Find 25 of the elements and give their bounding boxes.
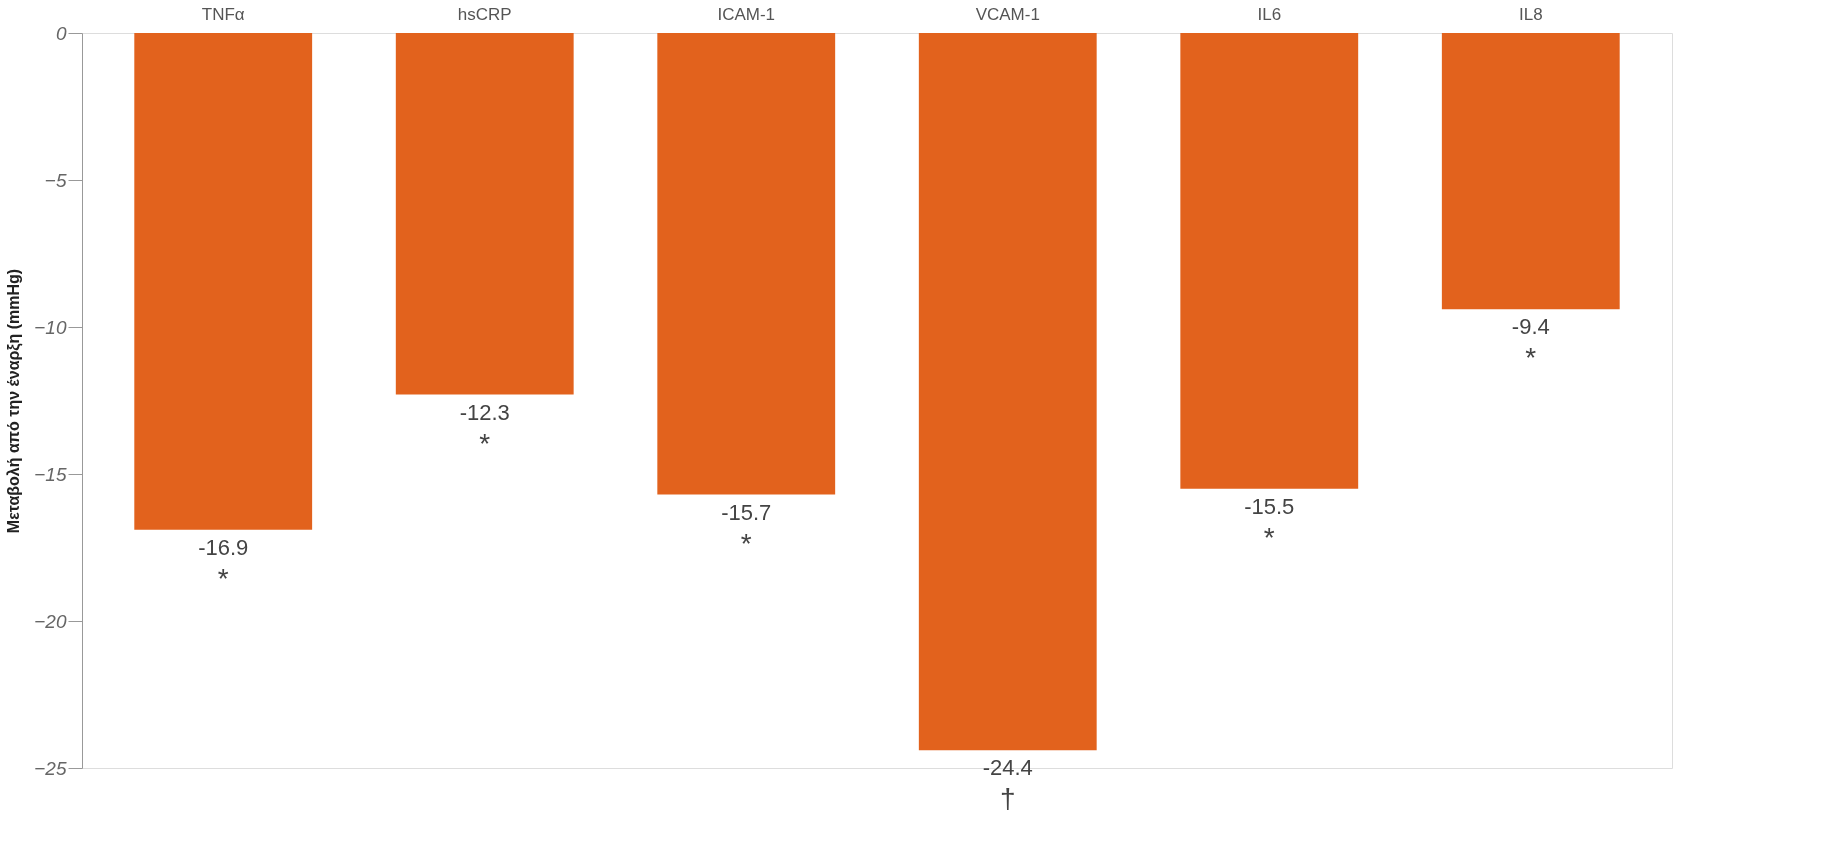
x-tick-label: TNFα bbox=[201, 4, 245, 24]
data-label: -16.9 bbox=[198, 534, 249, 560]
y-tick-label: −20 bbox=[34, 610, 67, 632]
data-label: -12.3 bbox=[459, 399, 510, 425]
y-tick-label: −15 bbox=[34, 463, 67, 485]
y-axis-title: Μεταβολή από την έναρξη (mmHg) bbox=[5, 268, 24, 534]
y-tick-label: −25 bbox=[34, 757, 67, 779]
data-label: -9.4 bbox=[1511, 314, 1550, 340]
y-tick-label: −5 bbox=[44, 169, 67, 191]
x-tick-label: IL6 bbox=[1257, 4, 1282, 24]
x-tick-label: IL8 bbox=[1518, 4, 1543, 24]
data-label: -15.7 bbox=[721, 499, 772, 525]
annotation: * bbox=[1525, 342, 1537, 374]
annotation: * bbox=[740, 527, 752, 559]
x-tick-label: hsCRP bbox=[457, 4, 512, 24]
x-tick-label: ICAM-1 bbox=[717, 4, 776, 24]
y-tick-label: 0 bbox=[55, 22, 67, 44]
data-label: -15.5 bbox=[1244, 493, 1295, 519]
annotation: * bbox=[217, 562, 229, 594]
annotation: * bbox=[479, 427, 491, 459]
x-tick-label: VCAM-1 bbox=[975, 4, 1040, 24]
y-tick-label: −10 bbox=[34, 316, 67, 338]
data-label: -24.4 bbox=[982, 755, 1033, 781]
annotation: * bbox=[1263, 521, 1275, 553]
annotation: † bbox=[999, 783, 1016, 815]
